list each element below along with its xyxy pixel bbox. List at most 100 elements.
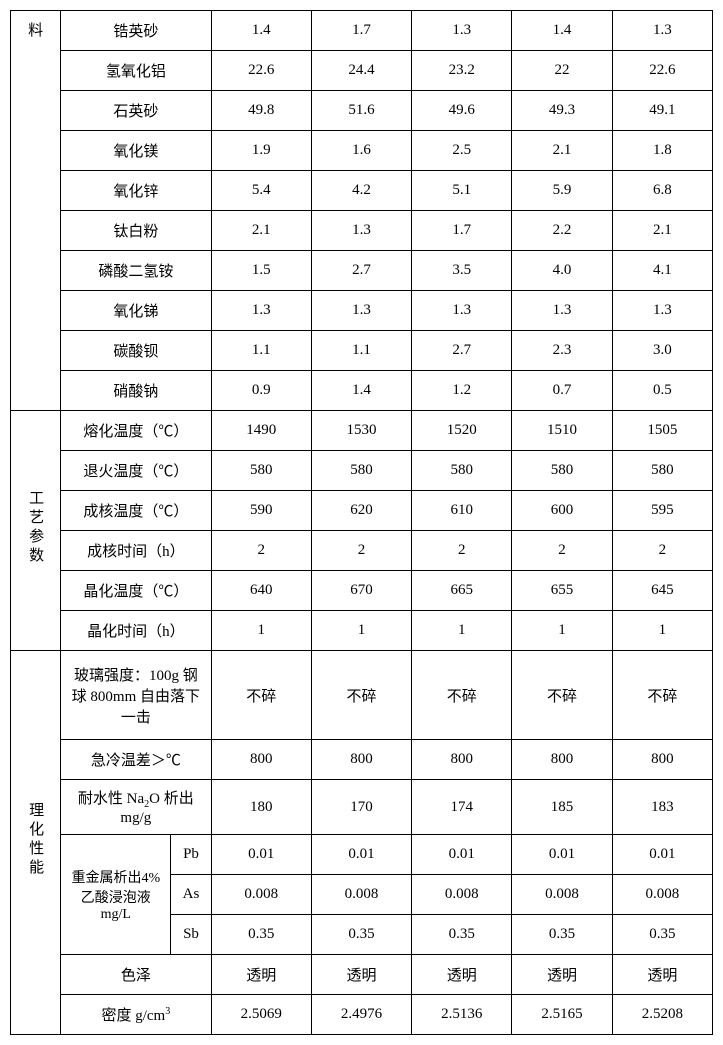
material-value: 4.1 bbox=[612, 251, 712, 291]
process-label: 晶化温度（℃） bbox=[61, 571, 211, 611]
heavy-metal-value: 0.008 bbox=[311, 875, 411, 915]
process-label: 晶化时间（h） bbox=[61, 611, 211, 651]
material-value: 2.1 bbox=[612, 211, 712, 251]
color-label: 色泽 bbox=[61, 955, 211, 995]
color-value: 透明 bbox=[311, 955, 411, 995]
process-value: 1510 bbox=[512, 411, 612, 451]
process-value: 1 bbox=[612, 611, 712, 651]
material-value: 1.9 bbox=[211, 131, 311, 171]
material-value: 1.7 bbox=[311, 11, 411, 51]
density-value: 2.5208 bbox=[612, 995, 712, 1035]
process-value: 610 bbox=[412, 491, 512, 531]
material-value: 2.3 bbox=[512, 331, 612, 371]
water-resistance-label: 耐水性 Na2O 析出mg/g bbox=[61, 780, 211, 835]
process-value: 1 bbox=[211, 611, 311, 651]
heavy-metal-value: 0.01 bbox=[311, 835, 411, 875]
water-resistance-value: 185 bbox=[512, 780, 612, 835]
material-value: 24.4 bbox=[311, 51, 411, 91]
material-value: 1.3 bbox=[612, 11, 712, 51]
process-value: 580 bbox=[612, 451, 712, 491]
material-label: 钛白粉 bbox=[61, 211, 211, 251]
material-value: 1.4 bbox=[512, 11, 612, 51]
material-value: 1.2 bbox=[412, 371, 512, 411]
heavy-metal-value: 0.35 bbox=[412, 915, 512, 955]
heavy-metal-value: 0.01 bbox=[211, 835, 311, 875]
material-value: 49.3 bbox=[512, 91, 612, 131]
water-resistance-value: 183 bbox=[612, 780, 712, 835]
material-value: 1.3 bbox=[311, 291, 411, 331]
process-value: 655 bbox=[512, 571, 612, 611]
heavy-metal-value: 0.008 bbox=[612, 875, 712, 915]
heavy-metal-value: 0.008 bbox=[412, 875, 512, 915]
material-label: 磷酸二氢铵 bbox=[61, 251, 211, 291]
heavy-metal-value: 0.35 bbox=[311, 915, 411, 955]
heavy-metal-value: 0.008 bbox=[512, 875, 612, 915]
process-value: 2 bbox=[211, 531, 311, 571]
heavy-metal-value: 0.008 bbox=[211, 875, 311, 915]
material-label: 石英砂 bbox=[61, 91, 211, 131]
data-table: 料锆英砂1.41.71.31.41.3氢氧化铝22.624.423.22222.… bbox=[10, 10, 713, 1035]
heavy-metal-element-label: As bbox=[171, 875, 211, 915]
material-value: 2.2 bbox=[512, 211, 612, 251]
process-value: 2 bbox=[512, 531, 612, 571]
process-value: 2 bbox=[612, 531, 712, 571]
process-value: 580 bbox=[412, 451, 512, 491]
color-value: 透明 bbox=[612, 955, 712, 995]
density-label: 密度 g/cm3 bbox=[61, 995, 211, 1035]
material-value: 2.1 bbox=[512, 131, 612, 171]
quench-label: 急冷温差＞℃ bbox=[61, 740, 211, 780]
material-value: 5.9 bbox=[512, 171, 612, 211]
process-value: 595 bbox=[612, 491, 712, 531]
material-value: 1.7 bbox=[412, 211, 512, 251]
material-value: 4.2 bbox=[311, 171, 411, 211]
heavy-metal-value: 0.35 bbox=[211, 915, 311, 955]
density-value: 2.5069 bbox=[211, 995, 311, 1035]
process-label: 熔化温度（℃） bbox=[61, 411, 211, 451]
heavy-metal-value: 0.01 bbox=[612, 835, 712, 875]
process-value: 1 bbox=[311, 611, 411, 651]
material-value: 22.6 bbox=[612, 51, 712, 91]
water-resistance-value: 180 bbox=[211, 780, 311, 835]
material-value: 5.1 bbox=[412, 171, 512, 211]
process-label: 成核时间（h） bbox=[61, 531, 211, 571]
process-value: 1490 bbox=[211, 411, 311, 451]
material-label: 氢氧化铝 bbox=[61, 51, 211, 91]
material-value: 1.3 bbox=[612, 291, 712, 331]
process-value: 580 bbox=[211, 451, 311, 491]
heavy-metal-group-label: 重金属析出4%乙酸浸泡液 mg/L bbox=[61, 835, 171, 955]
density-value: 2.5165 bbox=[512, 995, 612, 1035]
quench-value: 800 bbox=[412, 740, 512, 780]
process-value: 2 bbox=[412, 531, 512, 571]
material-value: 1.5 bbox=[211, 251, 311, 291]
material-value: 1.3 bbox=[412, 291, 512, 331]
color-value: 透明 bbox=[211, 955, 311, 995]
water-resistance-value: 170 bbox=[311, 780, 411, 835]
color-value: 透明 bbox=[512, 955, 612, 995]
density-value: 2.4976 bbox=[311, 995, 411, 1035]
process-value: 1 bbox=[512, 611, 612, 651]
section-label-properties: 理化性能 bbox=[11, 651, 61, 1035]
quench-value: 800 bbox=[211, 740, 311, 780]
process-label: 退火温度（℃） bbox=[61, 451, 211, 491]
material-value: 49.6 bbox=[412, 91, 512, 131]
material-label: 锆英砂 bbox=[61, 11, 211, 51]
material-value: 1.3 bbox=[512, 291, 612, 331]
material-value: 1.4 bbox=[311, 371, 411, 411]
strength-value: 不碎 bbox=[211, 651, 311, 740]
material-value: 49.8 bbox=[211, 91, 311, 131]
material-label: 氧化镁 bbox=[61, 131, 211, 171]
strength-value: 不碎 bbox=[512, 651, 612, 740]
process-value: 580 bbox=[311, 451, 411, 491]
material-label: 氧化锑 bbox=[61, 291, 211, 331]
process-value: 590 bbox=[211, 491, 311, 531]
density-value: 2.5136 bbox=[412, 995, 512, 1035]
section-label-process: 工艺参数 bbox=[11, 411, 61, 651]
process-value: 1505 bbox=[612, 411, 712, 451]
material-value: 1.4 bbox=[211, 11, 311, 51]
quench-value: 800 bbox=[612, 740, 712, 780]
process-value: 580 bbox=[512, 451, 612, 491]
process-value: 2 bbox=[311, 531, 411, 571]
material-value: 4.0 bbox=[512, 251, 612, 291]
material-value: 0.7 bbox=[512, 371, 612, 411]
process-value: 640 bbox=[211, 571, 311, 611]
